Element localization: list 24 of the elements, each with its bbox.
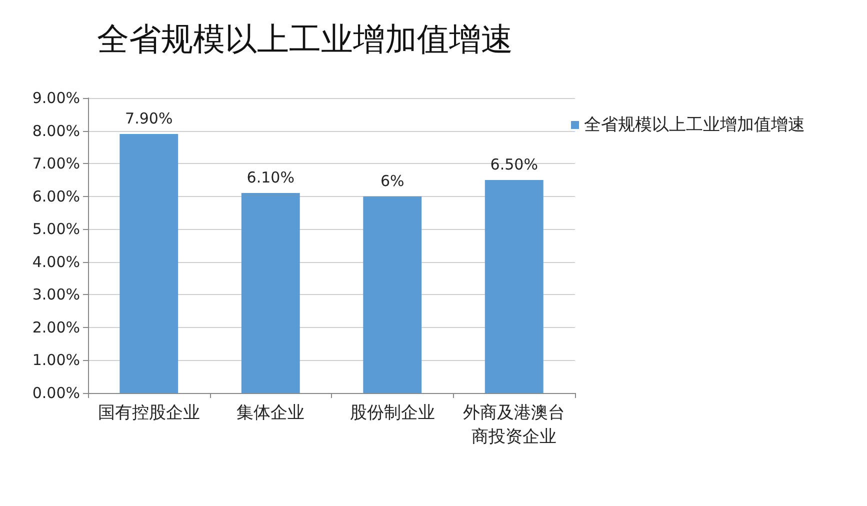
- chart-title: 全省规模以上工业增加值增速: [97, 20, 513, 58]
- y-tick-label: 5.00%: [32, 220, 80, 238]
- x-tick-label: 股份制企业: [350, 403, 435, 423]
- y-tick-label: 6.00%: [32, 187, 80, 206]
- y-tick-label: 8.00%: [32, 122, 80, 140]
- data-label: 7.90%: [125, 110, 173, 128]
- y-tick-label: 2.00%: [32, 318, 80, 336]
- x-tick-label: 国有控股企业: [98, 403, 200, 423]
- bar: [363, 196, 422, 393]
- data-label: 6.10%: [246, 168, 294, 187]
- bar: [241, 193, 300, 393]
- y-tick-label: 4.00%: [32, 252, 80, 271]
- legend-label: 全省规模以上工业增加值增速: [584, 115, 805, 135]
- data-label: 6%: [380, 172, 404, 190]
- y-tick-label: 7.00%: [32, 154, 80, 173]
- y-tick-label: 1.00%: [32, 351, 80, 370]
- y-tick-label: 0.00%: [32, 384, 80, 402]
- bar: [484, 180, 544, 393]
- y-tick-label: 9.00%: [32, 89, 80, 107]
- data-label: 6.50%: [490, 155, 538, 174]
- y-tick-label: 3.00%: [32, 286, 80, 304]
- bar: [120, 134, 178, 393]
- x-tick-label: 外商及港澳台商投资企业: [463, 403, 566, 447]
- x-tick-label: 集体企业: [236, 403, 305, 423]
